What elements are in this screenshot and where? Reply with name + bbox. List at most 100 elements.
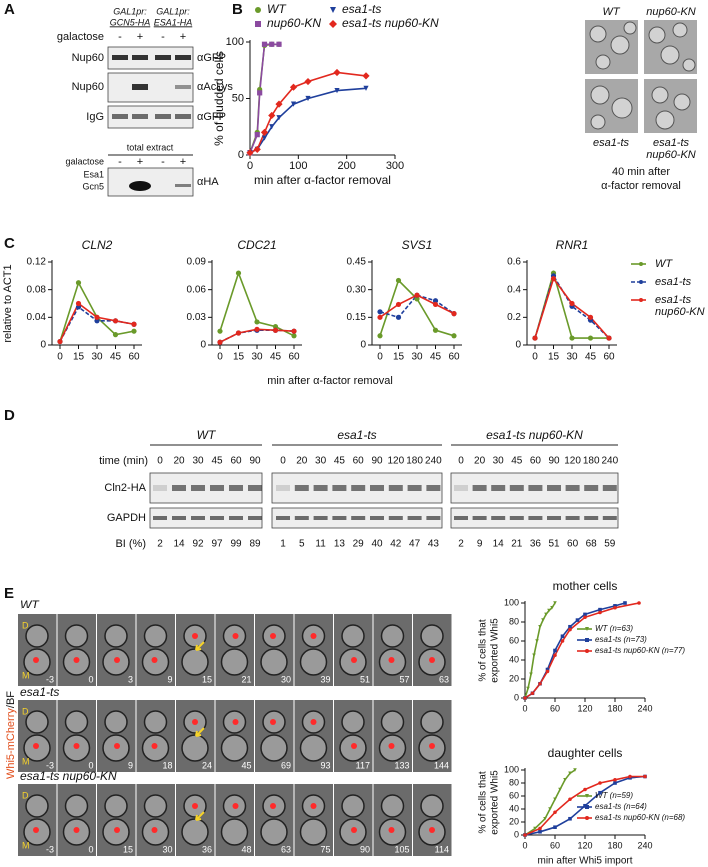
point <box>553 653 557 658</box>
point <box>235 330 242 336</box>
point <box>377 309 383 315</box>
time-label: 48 <box>241 844 251 854</box>
nucleus <box>73 743 80 749</box>
chart-title: CLN2 <box>82 238 113 252</box>
point <box>643 774 647 779</box>
bi-value: 99 <box>230 539 242 550</box>
sign: - <box>161 156 165 168</box>
time-label: 45 <box>511 456 523 467</box>
image-label: esa1-ts <box>653 137 690 149</box>
chart-title: SVS1 <box>402 238 433 252</box>
cell <box>143 794 168 818</box>
cell-label: D <box>22 620 29 630</box>
band <box>370 485 384 491</box>
group-label: esa1-ts nup60-KN <box>486 428 583 442</box>
legend-label: esa1-ts (n=73) <box>595 635 647 644</box>
point <box>304 77 312 86</box>
bi-value: 36 <box>530 539 542 550</box>
time-label: 24 <box>202 760 212 770</box>
band <box>276 485 290 491</box>
time-label: 30 <box>493 456 505 467</box>
side-label: Whi5-mCherry/BF <box>5 691 17 779</box>
nucleus <box>114 743 120 749</box>
image-label: WT <box>602 6 620 18</box>
time-label: 45 <box>211 456 223 467</box>
y-tick-label: 0.09 <box>187 257 207 268</box>
point <box>414 296 420 302</box>
side-label-part: /BF <box>5 691 17 708</box>
time-label: 45 <box>334 456 346 467</box>
cell <box>64 710 89 734</box>
band <box>210 516 224 520</box>
bi-value: 42 <box>390 539 402 550</box>
legend-marker <box>255 21 261 27</box>
caption: α-factor removal <box>601 180 681 192</box>
x-tick-label: 15 <box>233 352 245 363</box>
time-label: 90 <box>548 456 560 467</box>
cell-label: M <box>22 756 30 766</box>
time-label: 0 <box>88 844 93 854</box>
nucleus <box>151 743 158 749</box>
condition: galactose <box>57 31 104 43</box>
point <box>395 314 402 320</box>
time-label: 117 <box>356 760 370 770</box>
nucleus <box>33 743 39 749</box>
band <box>565 516 580 520</box>
construct: GCN5-HA <box>110 17 151 27</box>
cell <box>104 710 128 734</box>
cell-label: M <box>22 670 30 680</box>
side-label-part: Whi5-mCherry <box>5 708 17 779</box>
point <box>538 826 542 831</box>
cell <box>420 710 444 734</box>
y-tick-label: 100 <box>226 36 244 48</box>
legend-label: esa1-ts nup60-KN (n=77) <box>595 646 685 655</box>
point <box>533 826 537 831</box>
band <box>172 485 186 491</box>
bi-value: 47 <box>409 539 421 550</box>
cell <box>341 794 365 818</box>
x-tick-label: 0 <box>247 160 253 172</box>
x-axis-label: min after α-factor removal <box>254 173 391 187</box>
point <box>541 618 545 622</box>
x-tick-label: 45 <box>110 352 122 363</box>
cell <box>220 648 249 676</box>
chart-title: daughter cells <box>548 746 623 760</box>
image-label: nup60-KN <box>646 149 696 161</box>
sign: - <box>161 31 165 43</box>
point <box>563 777 567 782</box>
legend-marker <box>585 805 589 809</box>
blot <box>107 167 194 197</box>
point <box>569 335 575 341</box>
cell <box>104 624 128 648</box>
x-tick-label: 60 <box>128 352 140 363</box>
point <box>432 298 439 304</box>
bi-value: 14 <box>493 539 505 550</box>
point <box>334 87 340 94</box>
x-tick-label: 60 <box>603 352 615 363</box>
point <box>57 338 63 345</box>
nucleus <box>232 633 239 639</box>
bi-value: 9 <box>477 539 483 550</box>
nucleus <box>388 827 395 833</box>
time-label: 114 <box>435 844 449 854</box>
arrow <box>195 727 205 737</box>
x-tick-label: 60 <box>550 840 560 850</box>
image-label: nup60-KN <box>646 6 696 18</box>
point <box>583 787 587 792</box>
point <box>217 339 223 345</box>
y-tick-label: 0.30 <box>347 284 367 295</box>
panel-letter: D <box>4 407 15 424</box>
time-label: 21 <box>241 674 251 684</box>
nucleus <box>73 657 80 663</box>
point <box>526 686 530 691</box>
time-label: 240 <box>601 456 618 467</box>
image-label: esa1-ts <box>593 137 630 149</box>
nucleus <box>388 657 395 663</box>
time-label: 60 <box>530 456 542 467</box>
point <box>613 781 617 785</box>
band <box>426 516 441 520</box>
band <box>276 516 290 520</box>
legend-label: WT (n=59) <box>595 791 633 800</box>
text-line: esa1-ts <box>655 294 694 306</box>
band <box>491 485 506 491</box>
